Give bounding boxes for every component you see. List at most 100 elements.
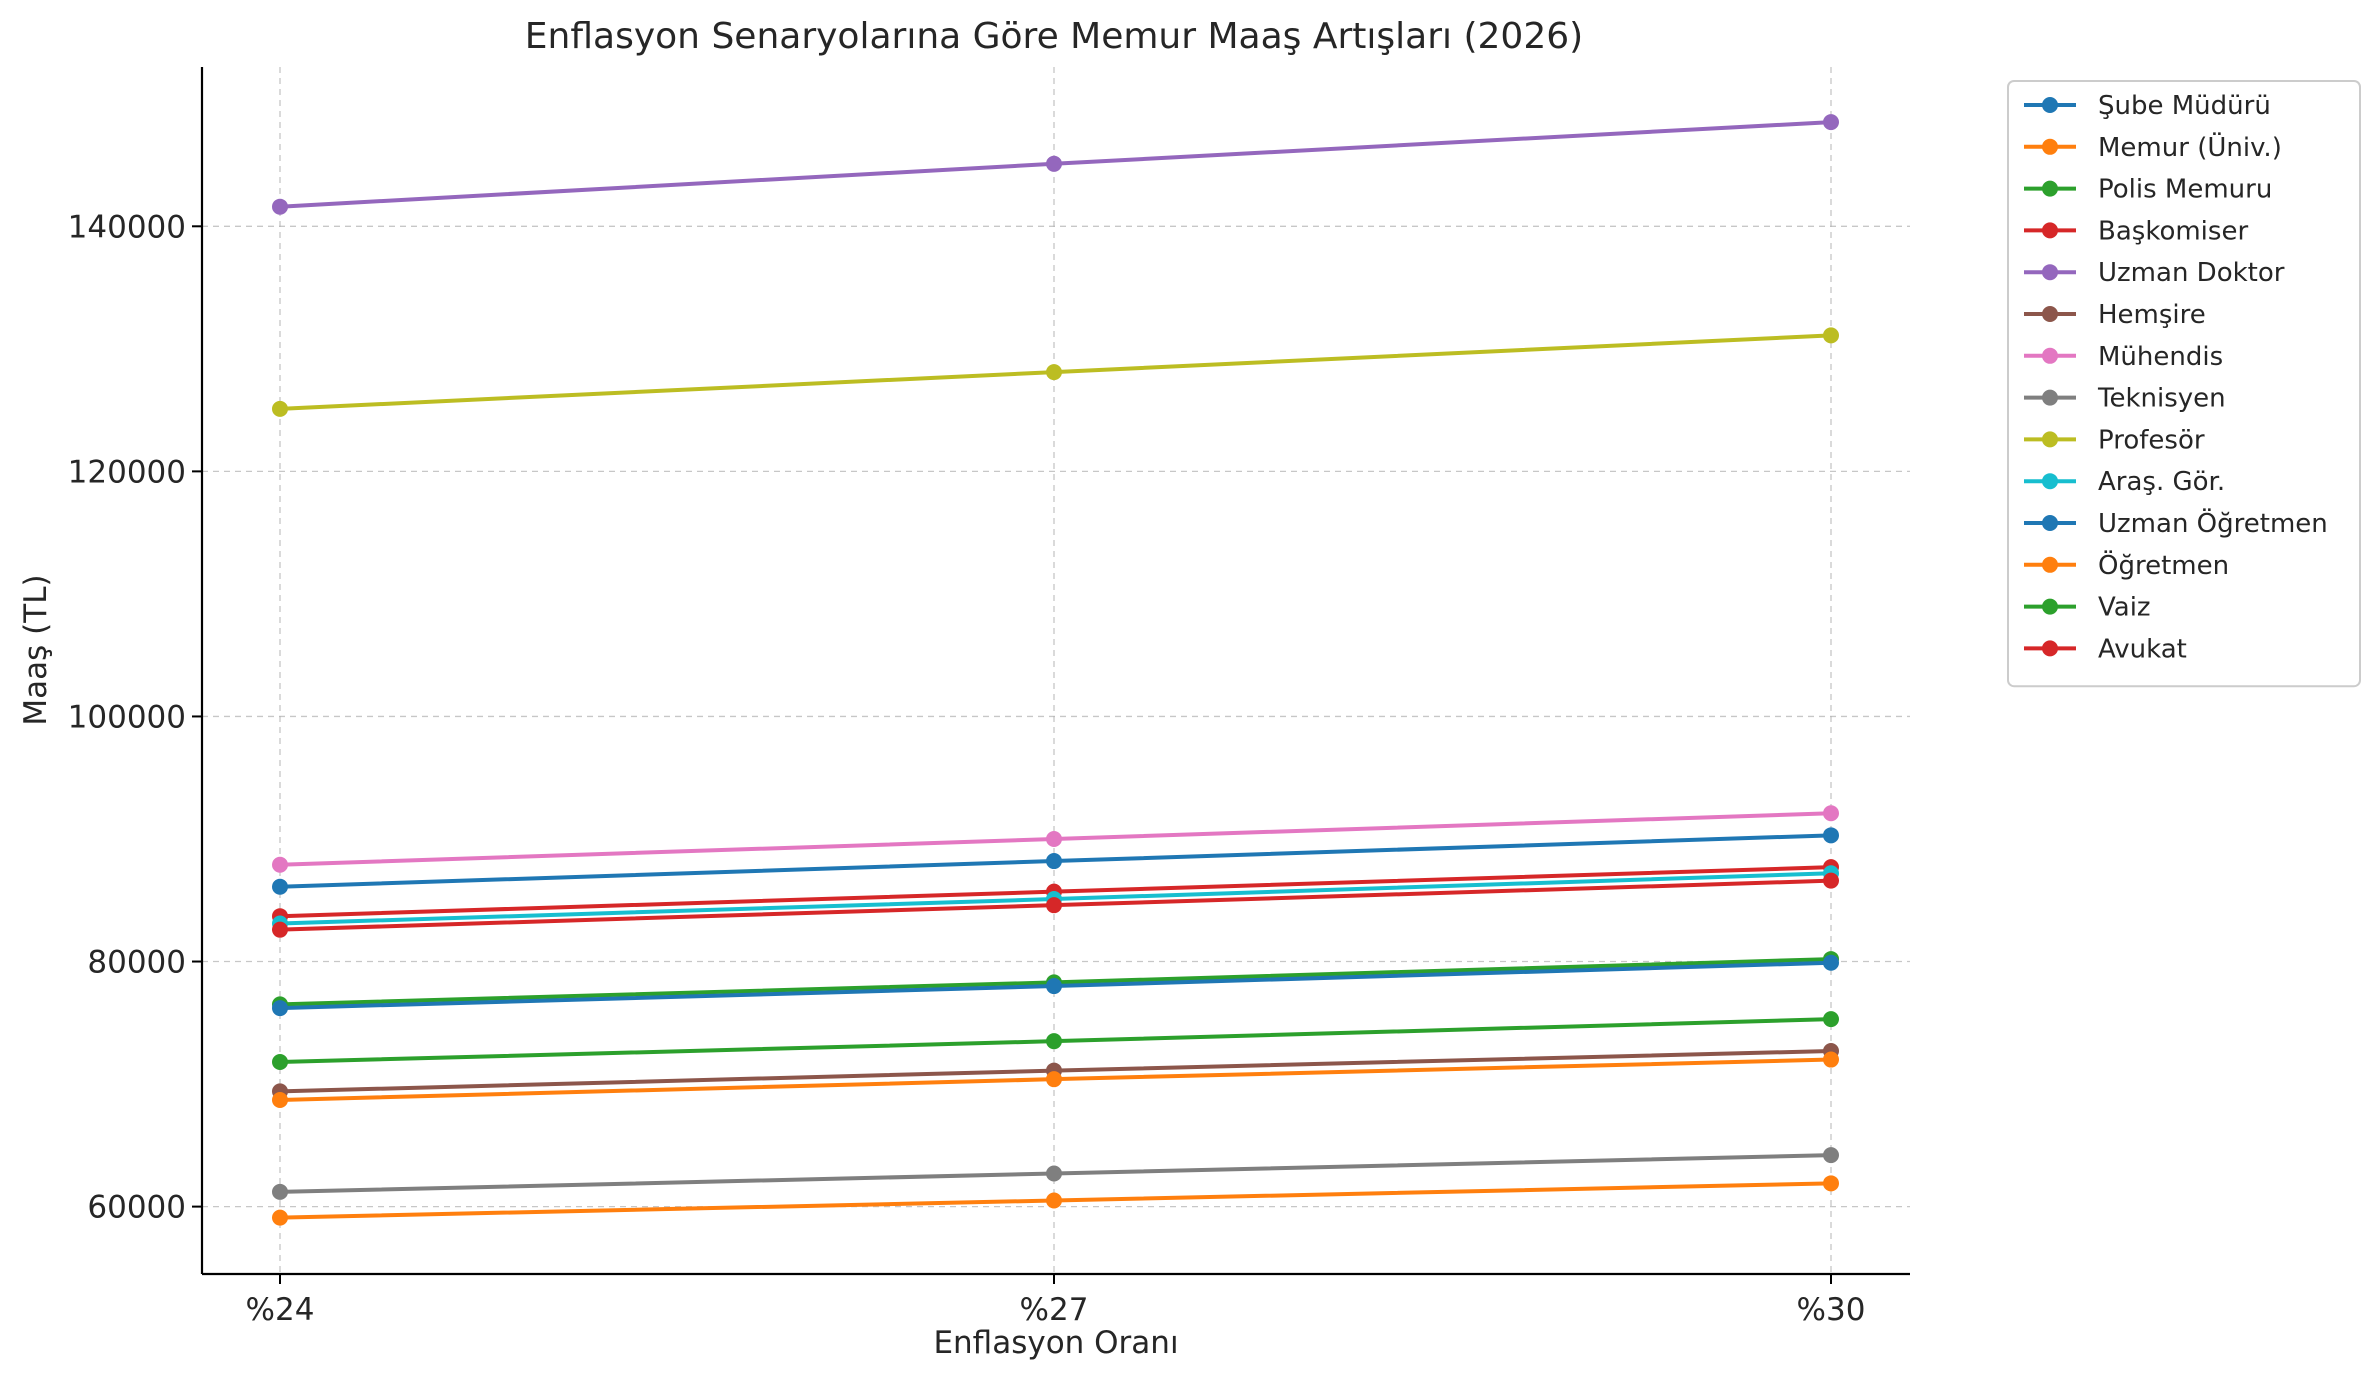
data-point [1823,827,1839,844]
legend-label: Hemşire [2098,300,2206,330]
legend-point-marker [2042,640,2058,657]
series-group [272,827,1839,895]
legend-item: Uzman Doktor [2024,258,2285,288]
legend-label: Mühendis [2098,342,2223,372]
data-point [272,1209,288,1226]
legend-point-marker [2042,347,2058,364]
series-group [272,1051,1839,1108]
legend-point-marker [2042,264,2058,281]
legend-item: Araş. Gör. [2024,467,2225,497]
data-point [1046,155,1062,172]
data-point [1823,954,1839,971]
data-point [1046,1192,1062,1209]
data-point [1046,1033,1062,1050]
data-point [1046,364,1062,381]
legend-item: Profesör [2024,425,2205,455]
legend-label: Avukat [2098,634,2187,664]
y-tick-label: 140000 [68,209,186,245]
legend-label: Memur (Üniv.) [2098,131,2282,163]
legend-label: Polis Memuru [2098,175,2272,205]
data-point [1046,853,1062,870]
legend-label: Uzman Öğretmen [2098,507,2328,539]
data-point [1046,830,1062,847]
legend-box [2007,80,2361,688]
data-point [272,198,288,215]
data-point [272,921,288,938]
y-axis-label: Maaş (TL) [18,574,54,725]
series-group [272,805,1839,873]
legend-item: Şube Müdürü [2024,91,2271,121]
y-tick-label: 120000 [68,454,186,490]
legend-item: Teknisyen [2024,384,2226,414]
legend-point-marker [2042,473,2058,490]
data-point [1046,978,1062,995]
x-tick-label: %24 [246,1292,315,1328]
legend-point-marker [2042,180,2058,197]
series-group [272,872,1839,938]
data-point [272,878,288,895]
legend-label: Araş. Gör. [2098,467,2225,497]
legend: Şube Müdürü Memur (Üniv.) Polis Memuru Başk… [2007,80,2361,688]
legend-item: Mühendis [2024,342,2223,372]
legend-item: Başkomiser [2024,216,2248,246]
y-tick-label: 100000 [68,699,186,735]
legend-point-marker [2042,306,2058,322]
series-lines [272,114,1839,1226]
data-point [1046,1071,1062,1088]
grid-lines [202,67,1910,1274]
legend-item: Memur (Üniv.) [2024,131,2282,163]
x-tick-label: %30 [1797,1292,1866,1328]
legend-label: Teknisyen [2097,384,2226,414]
data-point [272,400,288,417]
series-group [272,1147,1839,1200]
legend-item: Öğretmen [2024,549,2229,581]
series-group [272,327,1839,417]
legend-label: Şube Müdürü [2098,91,2271,121]
y-tick-label: 60000 [87,1190,186,1226]
y-tick-label: 80000 [87,945,186,981]
x-ticks: %24 %27 %30 [246,1274,1866,1328]
data-point [1823,1051,1839,1068]
data-point [1823,872,1839,889]
y-ticks: 60000 80000 100000 120000 140000 [68,209,202,1226]
data-point [272,1054,288,1071]
legend-label: Başkomiser [2098,216,2248,246]
legend-point-marker [2042,598,2058,615]
x-tick-label: %27 [1020,1292,1089,1328]
data-point [1046,1165,1062,1182]
data-point [1823,327,1839,344]
series-group [272,1042,1839,1100]
legend-point-marker [2042,556,2058,573]
data-point [272,1183,288,1200]
data-point [1823,114,1839,131]
legend-item: Avukat [2024,634,2187,664]
legend-point-marker [2042,515,2058,531]
legend-label: Profesör [2098,425,2205,455]
chart-title: Enflasyon Senaryolarına Göre Memur Maaş … [525,16,1583,57]
legend-label: Vaiz [2098,593,2151,623]
data-point [1823,1011,1839,1028]
series-group [272,114,1839,215]
legend-point-marker [2042,138,2058,155]
x-axis-label: Enflasyon Oranı [933,1325,1178,1361]
legend-point-marker [2042,431,2058,448]
data-point [272,856,288,873]
data-point [1046,897,1062,914]
data-point [1823,1175,1839,1192]
legend-label: Öğretmen [2098,549,2229,581]
series-group [272,954,1839,1017]
data-point [1823,805,1839,822]
data-point [1823,1147,1839,1164]
legend-point-marker [2042,389,2058,406]
legend-item: Uzman Öğretmen [2024,507,2328,539]
data-point [272,1000,288,1017]
axes [200,67,1910,1276]
legend-point-marker [2042,222,2058,239]
legend-point-marker [2042,97,2058,113]
legend-item: Polis Memuru [2024,175,2272,205]
legend-label: Uzman Doktor [2098,258,2285,288]
legend-item: Vaiz [2024,593,2151,623]
data-point [272,1091,288,1108]
legend-item: Hemşire [2024,300,2206,330]
